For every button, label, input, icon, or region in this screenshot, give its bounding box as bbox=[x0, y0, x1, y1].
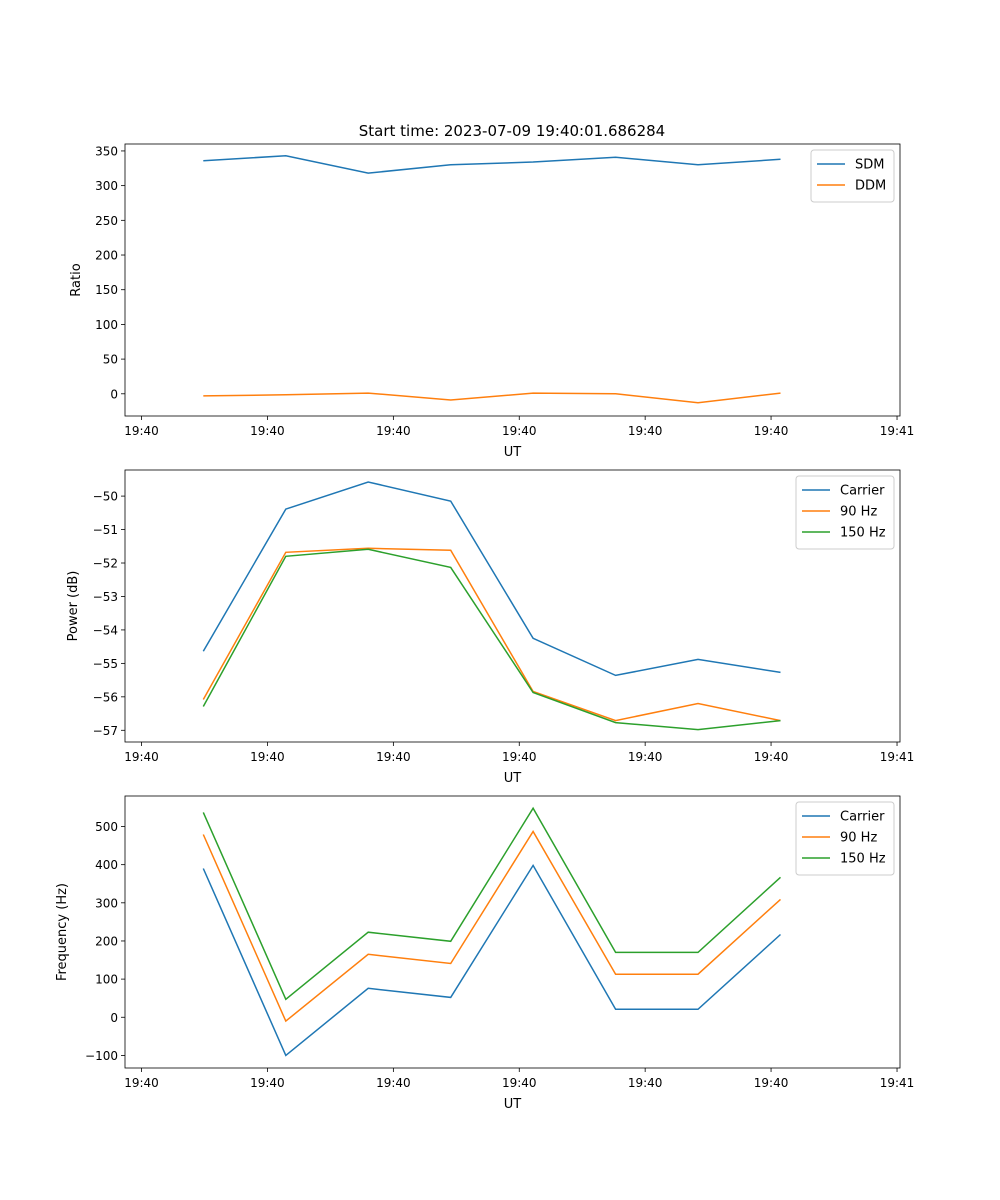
y-tick-label: −52 bbox=[93, 557, 118, 571]
y-tick-label: −100 bbox=[85, 1049, 118, 1063]
chart-title: Start time: 2023-07-09 19:40:01.686284 bbox=[359, 122, 665, 140]
legend-label: DDM bbox=[855, 179, 886, 194]
legend-label: 90 Hz bbox=[840, 831, 877, 846]
legend-box bbox=[810, 149, 895, 203]
y-axis-label: Ratio bbox=[69, 263, 84, 296]
x-tick-label: 19:40 bbox=[376, 424, 411, 438]
legend-box bbox=[795, 475, 895, 550]
y-tick-label: 250 bbox=[95, 214, 118, 228]
legend: Carrier 90 Hz 150 Hz bbox=[795, 475, 895, 550]
y-tick-label: −54 bbox=[93, 623, 118, 637]
legend: Carrier 90 Hz 150 Hz bbox=[795, 801, 895, 876]
y-tick-label: −50 bbox=[93, 490, 118, 504]
x-tick-label: 19:40 bbox=[754, 750, 789, 764]
x-tick-label: 19:40 bbox=[124, 750, 159, 764]
y-tick-label: −51 bbox=[93, 523, 118, 537]
x-tick-label: 19:41 bbox=[880, 750, 915, 764]
subplot-3: 19:40 19:40 19:40 19:40 19:40 19:40 19:41 −100 0… bbox=[55, 795, 915, 1112]
x-tick-label: 19:40 bbox=[628, 1076, 663, 1090]
x-axis-label: UT bbox=[504, 1097, 522, 1112]
series-line-carrier bbox=[202, 863, 782, 1057]
legend-label: 90 Hz bbox=[840, 505, 877, 520]
y-tick-label: 300 bbox=[95, 179, 118, 193]
y-tick-label: 0 bbox=[110, 1011, 118, 1025]
x-tick-label: 19:40 bbox=[376, 1076, 411, 1090]
y-tick-label: 300 bbox=[95, 896, 118, 910]
x-tick-label: 19:40 bbox=[250, 750, 285, 764]
legend-label: Carrier bbox=[840, 484, 885, 499]
series-line-90-hz bbox=[202, 547, 781, 722]
x-tick-label: 19:40 bbox=[376, 750, 411, 764]
axes-frame bbox=[124, 469, 901, 743]
y-tick-label: 500 bbox=[95, 820, 118, 834]
x-tick-label: 19:41 bbox=[880, 1076, 915, 1090]
x-tick-label: 19:40 bbox=[124, 1076, 159, 1090]
x-tick-label: 19:40 bbox=[502, 424, 537, 438]
x-axis-label: UT bbox=[504, 445, 522, 460]
x-tick-label: 19:40 bbox=[628, 424, 663, 438]
y-tick-label: 150 bbox=[95, 283, 118, 297]
axes-frame bbox=[124, 795, 901, 1069]
legend: SDM DDM bbox=[810, 149, 895, 203]
y-tick-label: −56 bbox=[93, 690, 118, 704]
x-tick-label: 19:40 bbox=[754, 1076, 789, 1090]
legend-box bbox=[795, 801, 895, 876]
x-tick-label: 19:41 bbox=[880, 424, 915, 438]
x-tick-label: 19:40 bbox=[250, 424, 285, 438]
series-line-90-hz bbox=[202, 830, 782, 1023]
y-axis-label: Frequency (Hz) bbox=[55, 883, 70, 981]
y-tick-label: −53 bbox=[93, 590, 118, 604]
y-tick-label: 100 bbox=[95, 973, 118, 987]
x-tick-label: 19:40 bbox=[628, 750, 663, 764]
x-tick-label: 19:40 bbox=[502, 750, 537, 764]
y-tick-label: 200 bbox=[95, 249, 118, 263]
y-tick-label: 50 bbox=[103, 353, 118, 367]
series-line-150-hz bbox=[202, 548, 781, 731]
series-line-sdm bbox=[203, 155, 781, 174]
subplot-2: 19:40 19:40 19:40 19:40 19:40 19:40 19:41 −57 −5… bbox=[66, 469, 915, 786]
x-axis-label: UT bbox=[504, 771, 522, 786]
y-tick-label: −55 bbox=[93, 657, 118, 671]
x-tick-label: 19:40 bbox=[754, 424, 789, 438]
legend-label: 150 Hz bbox=[840, 526, 886, 541]
axes-frame bbox=[124, 143, 901, 417]
x-tick-label: 19:40 bbox=[502, 1076, 537, 1090]
legend-label: Carrier bbox=[840, 810, 885, 825]
series-line-carrier bbox=[202, 481, 781, 677]
subplot-1: 19:40 19:40 19:40 19:40 19:40 19:40 19:41 0 50 10… bbox=[69, 143, 915, 460]
series-line-ddm bbox=[203, 392, 781, 404]
legend-label: 150 Hz bbox=[840, 852, 886, 867]
y-tick-label: 0 bbox=[110, 387, 118, 401]
y-tick-label: 200 bbox=[95, 934, 118, 948]
y-tick-label: −57 bbox=[93, 724, 118, 738]
y-tick-label: 350 bbox=[95, 144, 118, 158]
y-tick-label: 400 bbox=[95, 858, 118, 872]
legend-label: SDM bbox=[855, 158, 884, 173]
y-tick-label: 100 bbox=[95, 318, 118, 332]
x-tick-label: 19:40 bbox=[124, 424, 159, 438]
y-axis-label: Power (dB) bbox=[66, 571, 81, 642]
series-line-150-hz bbox=[202, 806, 782, 1001]
x-tick-label: 19:40 bbox=[250, 1076, 285, 1090]
